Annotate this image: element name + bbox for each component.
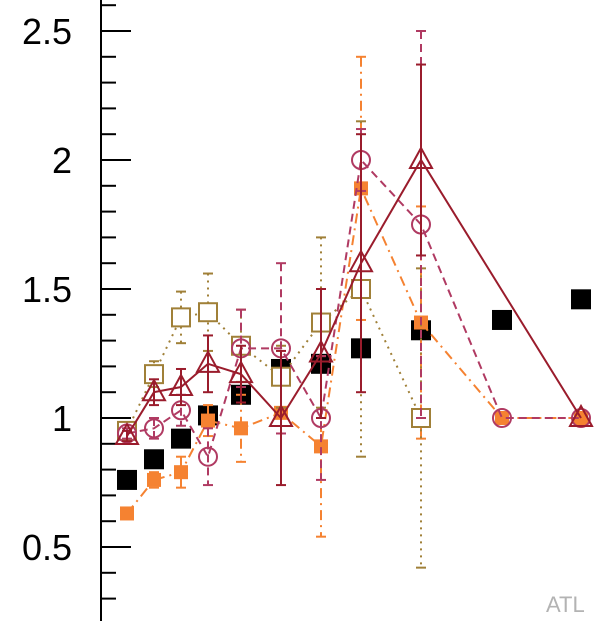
data-point [571, 289, 591, 310]
series-2 [117, 120, 431, 569]
data-point [114, 421, 140, 446]
y-tick-label: 2.5 [22, 11, 72, 52]
data-point [234, 421, 248, 436]
data-point [568, 403, 594, 427]
data-point [268, 403, 294, 427]
data-point [174, 465, 188, 480]
y-tick-label: 2 [52, 140, 72, 181]
data-point [492, 309, 512, 330]
data-point [141, 378, 167, 402]
data-point [144, 418, 164, 439]
series-3 [117, 30, 591, 487]
data-point [314, 439, 328, 454]
data-point [495, 411, 509, 425]
y-tick-label: 1.5 [22, 269, 72, 310]
atlas-watermark: ATL [546, 592, 585, 617]
y-tick-label: 1 [52, 398, 72, 439]
y-tick-label: 0.5 [22, 527, 72, 568]
series-4 [114, 63, 594, 487]
data-point [171, 307, 191, 328]
data-point [198, 302, 218, 323]
data-point [198, 446, 218, 467]
series-layer [114, 30, 594, 569]
data-point [195, 349, 221, 373]
data-point [228, 360, 254, 384]
data-point [117, 469, 137, 490]
data-point [120, 506, 134, 521]
series-line [126, 158, 582, 437]
data-point [201, 413, 215, 428]
data-point [348, 249, 374, 273]
data-point [408, 145, 434, 169]
data-point [492, 408, 512, 428]
data-point [308, 339, 334, 363]
data-point [171, 428, 191, 449]
data-point [168, 372, 194, 397]
data-point [144, 449, 164, 470]
data-point [147, 472, 161, 487]
y-axis: 0.5 1 1.5 2 2.5 [22, 0, 131, 621]
